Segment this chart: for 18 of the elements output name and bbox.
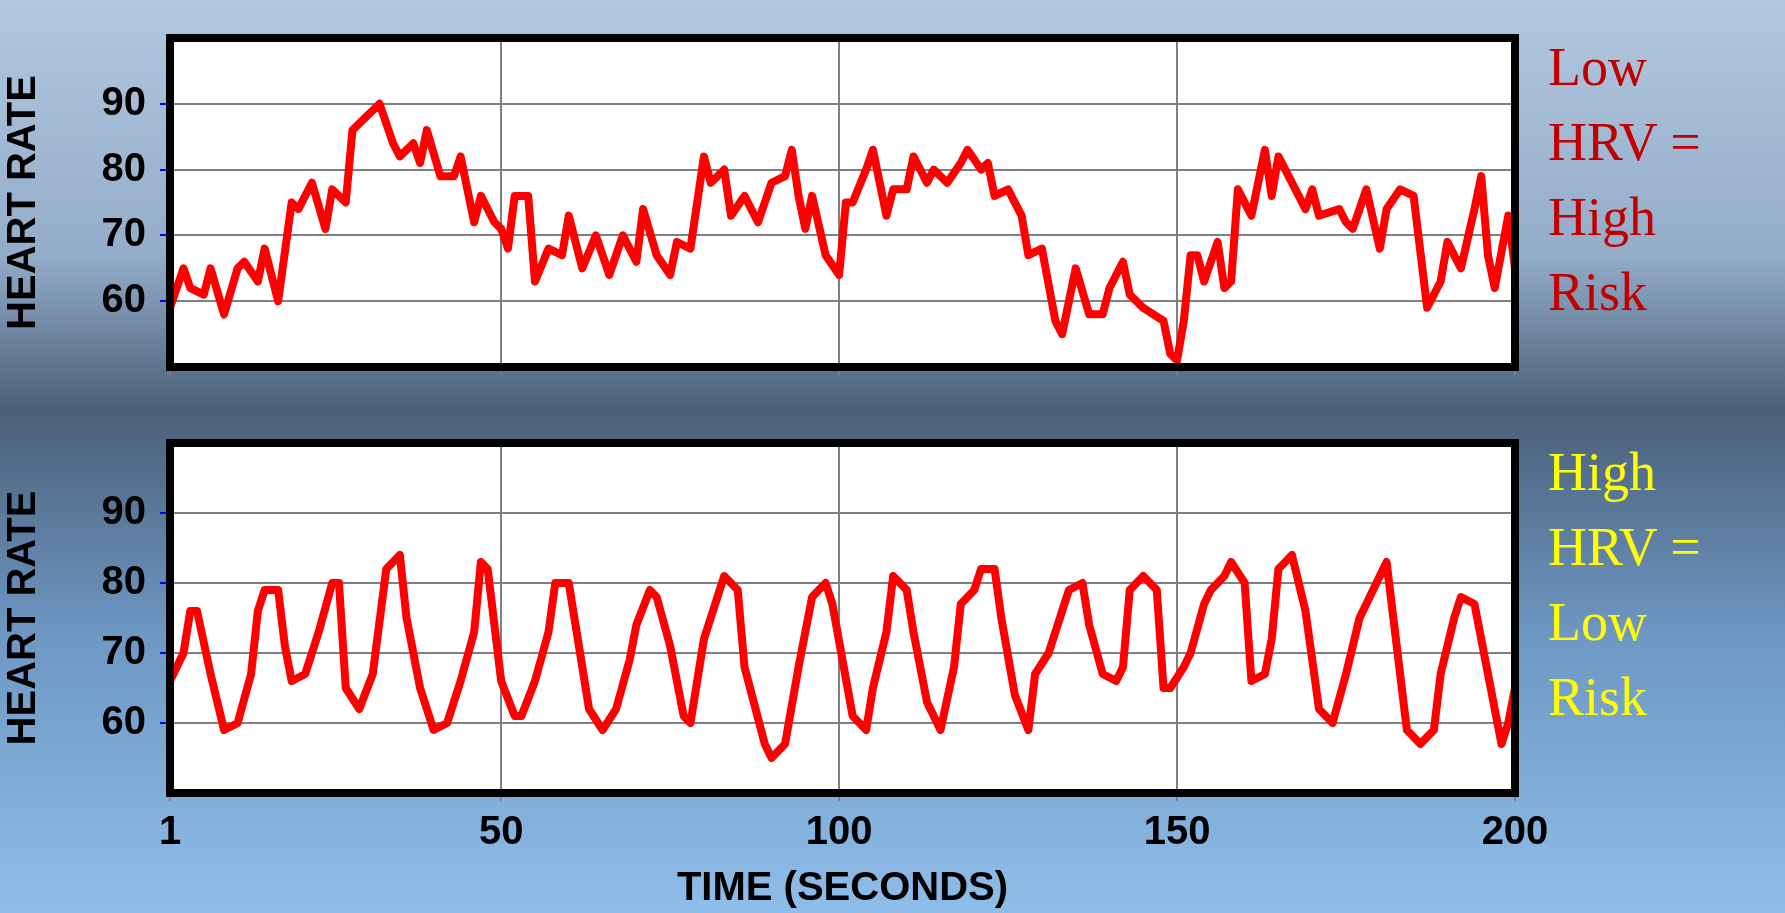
x-tick-label: 1 <box>158 808 182 853</box>
y-tick-label: 90 <box>101 78 146 123</box>
text: High HRV = Low Risk <box>1548 441 1702 729</box>
y-tick-label: 70 <box>101 628 146 673</box>
y-axis-title: HEART RATE <box>0 490 44 746</box>
x-tick-label: 200 <box>1481 808 1549 853</box>
text: Low HRV = High Risk <box>1548 36 1702 324</box>
x-tick-label: 50 <box>478 808 524 853</box>
y-tick-label: 80 <box>101 144 146 189</box>
y-tick-label: 80 <box>101 558 146 603</box>
y-tick-label: 60 <box>101 698 146 743</box>
y-axis-title: HEART RATE <box>0 75 44 330</box>
x-tick-label: 150 <box>1143 808 1211 853</box>
x-axis-title: TIME (SECONDS) <box>676 864 1009 909</box>
x-tick-label: 100 <box>805 808 873 853</box>
y-tick-label: 90 <box>101 488 146 533</box>
y-tick-label: 60 <box>101 276 146 321</box>
y-tick-label: 70 <box>101 210 146 255</box>
